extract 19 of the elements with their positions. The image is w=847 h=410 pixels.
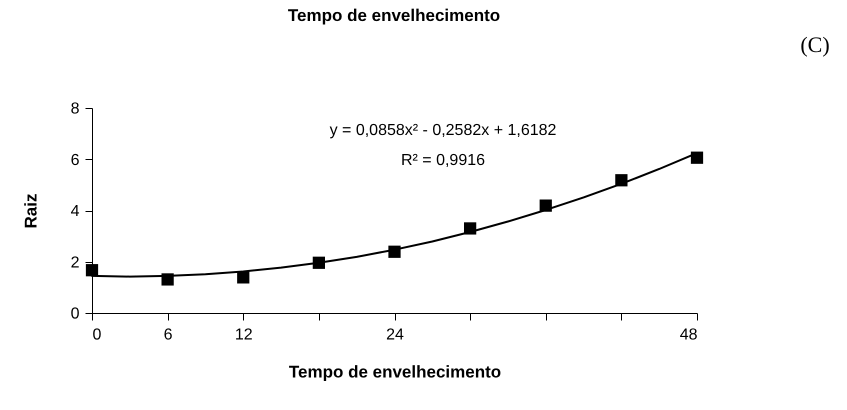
y-tick-label: 4	[70, 203, 80, 220]
x-tick-label: 6	[164, 326, 173, 344]
y-tick-label: 0	[70, 306, 80, 322]
y-tick-label: 6	[70, 152, 80, 169]
x-tick-label: 0	[92, 326, 102, 344]
annotation: R² = 0,9916	[400, 152, 486, 169]
y-tick-label: 2	[70, 254, 80, 272]
text: (C)	[800, 32, 830, 57]
point	[86, 264, 98, 276]
x-tick-label: 24	[386, 326, 404, 344]
x-tick-label: 48	[680, 326, 698, 344]
y-tick-label: 8	[70, 100, 80, 118]
point	[690, 152, 704, 164]
annotation: y = 0,0858x² - 0,2582x + 1,6182	[330, 122, 557, 139]
point	[237, 271, 250, 284]
chart-title: Tempo de envelhecimento	[288, 6, 500, 25]
y-axis-title: Raiz	[22, 194, 41, 228]
x-tick-label: 12	[234, 326, 253, 344]
x-axis-title: Tempo de envelhecimento	[288, 362, 502, 382]
